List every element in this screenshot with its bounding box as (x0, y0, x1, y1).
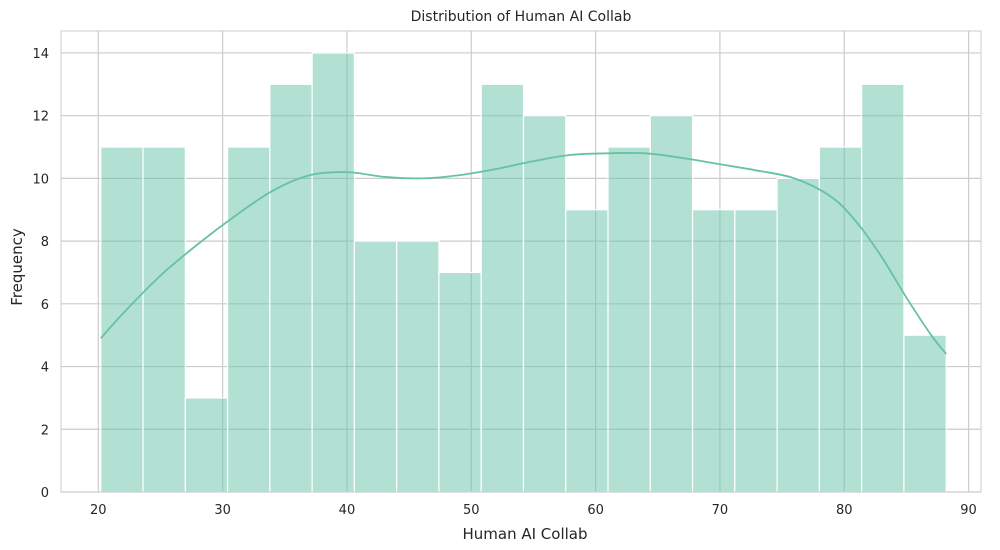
histogram-bar (649, 115, 694, 493)
y-tick-label: 8 (41, 235, 49, 250)
chart-title: Distribution of Human AI Collab (411, 9, 632, 25)
x-tick-label: 20 (90, 503, 107, 518)
y-axis-label: Frequency (8, 228, 26, 306)
y-tick-label: 0 (41, 486, 49, 501)
x-tick-label: 50 (463, 503, 480, 518)
histogram-bar (565, 209, 609, 493)
histogram-bar (776, 177, 820, 493)
histogram-bar (184, 397, 229, 493)
y-tick-label: 14 (32, 47, 49, 62)
x-tick-label: 60 (587, 503, 604, 518)
histogram-bar (818, 146, 863, 493)
bars-layer (100, 52, 947, 493)
histogram-bar (269, 83, 313, 493)
histogram-bar (903, 334, 947, 493)
plot-frame (60, 30, 982, 493)
y-axis-ticks: 0 2 4 6 8 10 12 14 (32, 47, 49, 501)
y-tick-label: 2 (41, 423, 49, 438)
histogram-bar (734, 209, 778, 493)
histogram-bar (353, 240, 398, 493)
histogram-bar (861, 83, 905, 493)
histogram-bar (691, 209, 736, 493)
histogram-bar (522, 115, 567, 493)
histogram-bar (226, 146, 271, 493)
histogram-bar (311, 52, 356, 493)
y-tick-label: 12 (32, 110, 49, 125)
x-tick-label: 30 (214, 503, 231, 518)
x-axis-label: Human AI Collab (462, 525, 587, 543)
histogram-bar (142, 146, 186, 493)
x-tick-label: 90 (960, 503, 977, 518)
histogram-bar (396, 240, 440, 493)
x-tick-label: 80 (836, 503, 853, 518)
histogram-bar (438, 271, 482, 493)
y-tick-label: 4 (41, 361, 49, 376)
histogram-bar (607, 146, 651, 493)
x-tick-label: 40 (339, 503, 356, 518)
y-tick-label: 10 (32, 172, 49, 187)
y-tick-label: 6 (41, 298, 49, 313)
x-tick-label: 70 (712, 503, 729, 518)
histogram-bar (100, 146, 144, 493)
histogram-bar (480, 83, 525, 493)
x-axis-ticks: 20 30 40 50 60 70 80 90 (90, 503, 977, 518)
kde-curve (100, 151, 947, 355)
